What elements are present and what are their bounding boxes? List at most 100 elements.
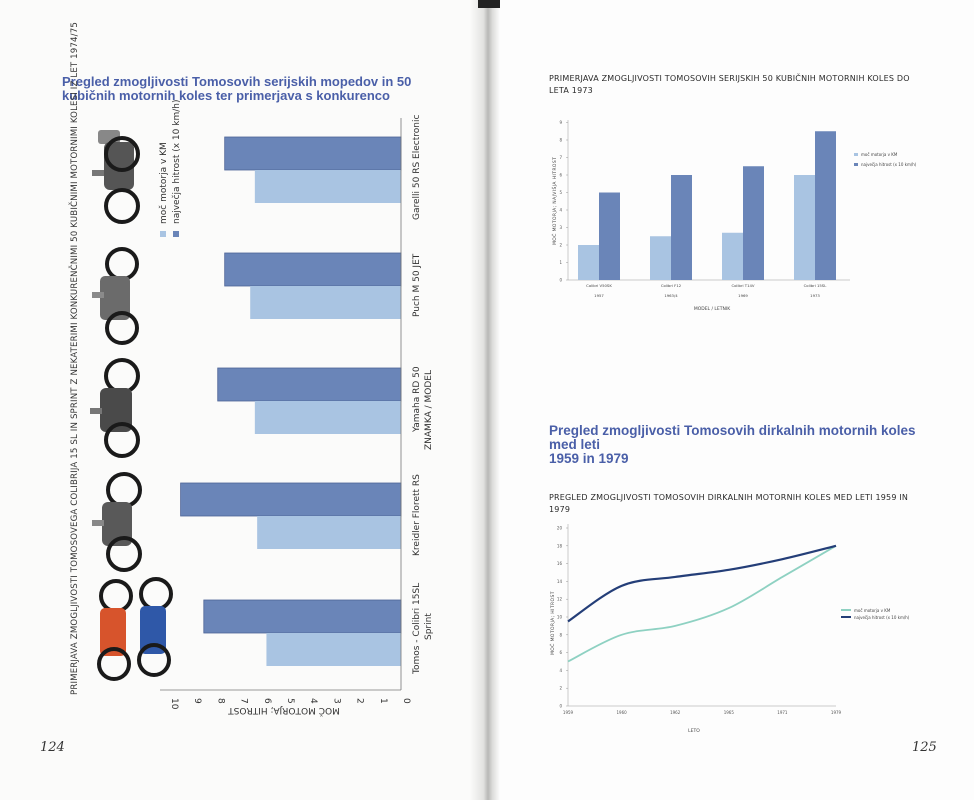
- category-label-kreidler: Kreidler Florett RS: [412, 474, 422, 556]
- right-page: [484, 0, 974, 800]
- left-tick-label: 5: [285, 698, 295, 704]
- rb-tick-label: 6: [559, 173, 562, 178]
- rl-x-tick-label: 1959: [563, 710, 574, 715]
- rl-x-tick-label: 1979: [831, 710, 842, 715]
- category-label-puch: Puch M 50 JET: [412, 253, 422, 317]
- legend-label-speed: največja hitrost (x 10 km/h): [171, 100, 182, 224]
- rl-tick-label: 10: [557, 615, 563, 620]
- rb-bar-speed: [743, 166, 764, 280]
- bar-speed-tomos: [203, 599, 402, 634]
- right-chart2-title-line1: PREGLED ZMOGLJIVOSTI TOMOSOVIH DIRKALNIH…: [549, 493, 909, 502]
- left-chart-title: PRIMERJAVA ZMOGLJIVOSTI TOMOSOVEGA COLIB…: [68, 22, 80, 695]
- rb-tick-label: 1: [559, 260, 562, 265]
- chart-rotated-bar-comparison: PRIMERJAVA ZMOGLJIVOSTI TOMOSOVEGA COLIB…: [68, 22, 434, 717]
- right-chart1-title-line2: LETA 1973: [549, 86, 593, 95]
- rb-bar-speed: [815, 131, 836, 280]
- chart-colibri-bars: MOČ MOTORJA; NAJVIŠJA HITROST 0 1 2 3 4 5 6 7 8 9…: [551, 120, 917, 312]
- rl-x-tick-label: 1962: [670, 710, 681, 715]
- left-axis-title: MOČ MOTORJA; HITROST: [228, 705, 340, 717]
- rl-x-tick-label: 1971: [777, 710, 788, 715]
- rl-tick-label: 0: [559, 704, 562, 709]
- rb-tick-label: 0: [559, 278, 562, 283]
- rl-x-tick-label: 1960: [617, 710, 628, 715]
- rl-legend-label-speed: največja hitrost (x 10 km/h): [854, 615, 910, 620]
- chart-racing-lines: MOČ MOTORJA; HITROST 0 2 4 6 8 10 12 14 16 18 20 19…: [549, 524, 910, 734]
- right-bar-yaxis-title: MOČ MOTORJA; NAJVIŠJA HITROST: [551, 157, 558, 245]
- left-page-heading: Pregled zmogljivosti Tomosovih serijskih…: [62, 74, 412, 103]
- rb-tick-label: 7: [559, 155, 562, 160]
- rb-year-label: 1957: [594, 293, 604, 298]
- page-number-right: 125: [912, 740, 937, 755]
- rb-category-label: Colibri 15SL: [804, 283, 828, 288]
- left-tick-label: 1: [378, 698, 388, 704]
- left-tick-label: 2: [355, 698, 365, 704]
- category-label-garelli: Garelli 50 RS Electronic: [412, 115, 422, 220]
- rl-tick-label: 16: [557, 561, 563, 566]
- right-bar-xaxis-title: MODEL / LETNIK: [694, 306, 731, 312]
- rb-category-label: Colibri V50SK: [586, 283, 612, 288]
- left-chart-legend: moč motorja v KM največja hitrost (x 10 …: [158, 100, 182, 237]
- rb-tick-label: 9: [559, 120, 562, 125]
- rb-bar-power: [578, 245, 599, 280]
- rb-year-label: 1963/4: [664, 293, 678, 298]
- bar-speed-yamaha: [217, 367, 402, 402]
- right-chart1-title-line1: PRIMERJAVA ZMOGLJIVOSTI TOMOSOVIH SERIJS…: [549, 74, 910, 83]
- category-label-tomos-line2: Sprint: [424, 613, 434, 640]
- bar-power-puch: [250, 286, 401, 319]
- rb-legend-swatch-power: [854, 153, 858, 156]
- rb-year-label: 1969: [738, 293, 748, 298]
- moped-photo-kreidler: [92, 472, 142, 572]
- rl-line-power: [567, 545, 837, 663]
- rb-legend-label-power: moč motorja v KM: [861, 152, 898, 157]
- legend-swatch-speed: [173, 231, 179, 237]
- rl-tick-label: 2: [559, 686, 562, 691]
- rl-legend-label-power: moč motorja v KM: [854, 608, 891, 613]
- left-tick-label: 10: [169, 698, 179, 710]
- rl-tick-label: 12: [557, 597, 563, 602]
- right-line-legend: moč motorja v KM največja hitrost (x 10 …: [841, 608, 910, 620]
- rl-tick-label: 18: [557, 543, 563, 548]
- left-tick-label: 8: [215, 698, 225, 704]
- left-tick-label: 3: [331, 698, 341, 704]
- bar-power-kreidler: [257, 516, 401, 549]
- right-chart2-title: PREGLED ZMOGLJIVOSTI TOMOSOVIH DIRKALNIH…: [549, 492, 929, 516]
- rb-tick-label: 5: [559, 190, 562, 195]
- legend-swatch-power: [160, 231, 166, 237]
- book-gutter: [470, 0, 500, 800]
- rb-category-label: Colibri T14V: [731, 283, 754, 288]
- rb-tick-label: 8: [559, 138, 562, 143]
- page-number-left: 124: [40, 740, 65, 755]
- right-line-yaxis-title: MOČ MOTORJA; HITROST: [549, 591, 556, 655]
- right-chart1-title: PRIMERJAVA ZMOGLJIVOSTI TOMOSOVIH SERIJS…: [549, 73, 929, 97]
- rl-tick-label: 6: [559, 650, 562, 655]
- left-tick-label: 7: [239, 698, 249, 704]
- category-label-yamaha: Yamaha RD 50: [412, 366, 422, 433]
- left-tick-label: 0: [401, 698, 411, 704]
- bar-power-tomos: [266, 633, 401, 666]
- right-chart2-title-line2: 1979: [549, 505, 571, 514]
- rb-year-label: 1973: [810, 293, 820, 298]
- left-tick-label: 6: [262, 698, 272, 704]
- bar-power-garelli: [254, 170, 401, 203]
- bar-power-yamaha: [254, 401, 401, 434]
- rl-tick-label: 14: [557, 579, 563, 584]
- moped-photo-garelli: [92, 130, 140, 224]
- left-tick-label: 4: [308, 698, 318, 704]
- right-section-heading-line2: 1959 in 1979: [549, 451, 629, 467]
- rb-tick-label: 2: [559, 243, 562, 248]
- bar-speed-garelli: [224, 136, 402, 171]
- rl-x-tick-label: 1965: [724, 710, 735, 715]
- rl-tick-label: 8: [559, 632, 562, 637]
- rb-legend-swatch-speed: [854, 163, 858, 166]
- rb-bar-speed: [671, 175, 692, 280]
- right-section-heading-line1: Pregled zmogljivosti Tomosovih dirkalnih…: [549, 423, 916, 453]
- rb-bar-power: [722, 232, 743, 280]
- rb-tick-label: 3: [559, 225, 562, 230]
- rb-legend-label-speed: največja hitrost (x 10 km/h): [861, 162, 917, 167]
- left-tick-label: 9: [192, 698, 202, 704]
- bar-speed-kreidler: [180, 482, 402, 517]
- category-label-tomos-line1: Tomos - Colibri 15SL: [412, 583, 422, 675]
- moped-photo-tomos-colibri: [97, 577, 173, 681]
- moped-photo-yamaha: [90, 358, 140, 458]
- moped-photo-puch: [92, 247, 139, 345]
